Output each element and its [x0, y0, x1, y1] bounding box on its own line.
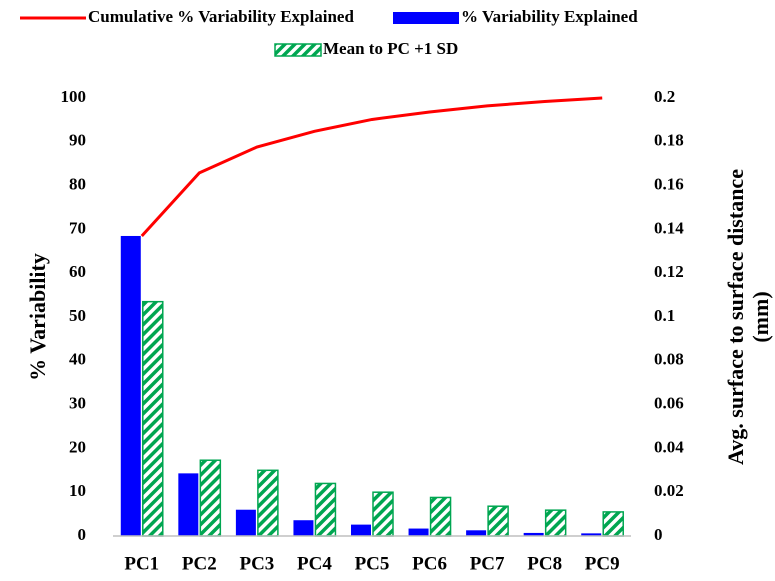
y2-tick-label: 0.12 [654, 262, 684, 281]
bar [602, 511, 624, 537]
line [140, 96, 603, 237]
y2-tick-label: 0.16 [654, 175, 684, 194]
y-tick-label: 80 [69, 175, 86, 194]
x-tick-label: PC8 [527, 553, 562, 574]
bar [372, 491, 394, 537]
x-tick-label: PC7 [470, 553, 505, 574]
y-tick-label: 20 [69, 437, 86, 456]
x-tick-label: PC9 [585, 553, 620, 574]
bar [429, 496, 452, 537]
y2-axis-label: (mm) [748, 291, 773, 342]
y-tick-label: 50 [69, 306, 86, 325]
bar [257, 469, 279, 537]
y2-tick-label: 0.18 [654, 131, 684, 150]
y2-tick-label: 0.08 [654, 350, 684, 369]
bar [544, 509, 567, 537]
y-axis-label: % Variability [25, 253, 50, 381]
x-tick-label: PC3 [239, 553, 274, 574]
x-tick-label: PC4 [297, 553, 332, 574]
x-tick-label: PC2 [182, 553, 217, 574]
bar [293, 520, 314, 536]
bar [235, 509, 256, 536]
y2-tick-label: 0 [654, 525, 663, 544]
legend-label: Cumulative % Variability Explained [88, 7, 354, 26]
legend-swatch [393, 12, 459, 24]
y-tick-label: 10 [69, 481, 86, 500]
y2-axis-label: Avg. surface to surface distance [723, 169, 748, 465]
y2-tick-label: 0.1 [654, 306, 675, 325]
y-tick-label: 100 [61, 87, 87, 106]
y-tick-label: 60 [69, 262, 86, 281]
y-tick-label: 0 [78, 525, 87, 544]
y-tick-label: 70 [69, 218, 86, 237]
bar [351, 524, 371, 536]
y-tick-label: 40 [69, 350, 86, 369]
y2-tick-label: 0.02 [654, 481, 684, 500]
bar [408, 528, 429, 536]
bar [466, 530, 487, 536]
legend-label: % Variability Explained [461, 7, 638, 26]
legend-swatch [274, 43, 322, 57]
x-tick-label: PC1 [124, 553, 159, 574]
bar [487, 505, 509, 537]
bar [178, 473, 199, 536]
y2-tick-label: 0.14 [654, 218, 684, 237]
bar [581, 533, 602, 536]
y2-tick-label: 0.04 [654, 437, 684, 456]
legend-label: Mean to PC +1 SD [323, 39, 458, 58]
bar [523, 532, 544, 536]
bar [120, 235, 141, 536]
y-tick-label: 30 [69, 394, 86, 413]
bar [314, 482, 337, 537]
y2-tick-label: 0.2 [654, 87, 675, 106]
y2-tick-label: 0.06 [654, 394, 684, 413]
x-tick-label: PC6 [412, 553, 447, 574]
y-tick-label: 90 [69, 131, 86, 150]
bar [142, 300, 164, 537]
x-tick-label: PC5 [355, 553, 390, 574]
bar [199, 459, 222, 537]
